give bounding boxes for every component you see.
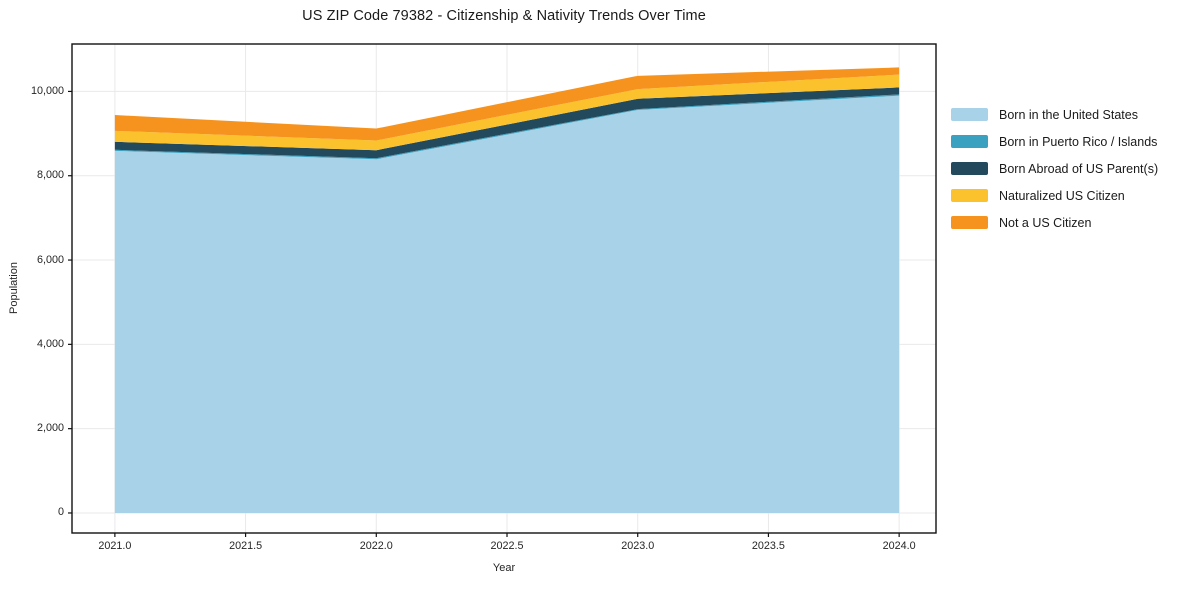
x-tick-label: 2022.0 (359, 540, 393, 552)
y-tick-label: 4,000 (36, 337, 64, 350)
legend-swatch (951, 189, 988, 202)
x-tick-label: 2021.0 (98, 540, 132, 552)
y-tick-label: 8,000 (36, 169, 64, 182)
area-born-in-puerto-rico-islands (114, 94, 900, 160)
legend-item: Not a US Citizen (951, 209, 1158, 236)
legend-swatch (951, 216, 988, 229)
x-tick-label: 2024.0 (882, 540, 916, 552)
legend-item: Born Abroad of US Parent(s) (951, 155, 1158, 182)
legend-swatch (951, 135, 988, 148)
y-tick-label: 6,000 (36, 253, 64, 266)
legend-label: Born in Puerto Rico / Islands (999, 134, 1158, 149)
y-tick-label: 10,000 (30, 84, 64, 97)
legend-item: Naturalized US Citizen (951, 182, 1158, 209)
area-not-a-us-citizen (114, 67, 900, 141)
y-axis-label: Population (8, 262, 20, 314)
area-naturalized-us-citizen (114, 74, 900, 151)
plot-frame (71, 43, 937, 534)
legend-label: Born in the United States (999, 107, 1138, 122)
area-born-abroad-of-us-parent-s (114, 87, 900, 159)
x-tick-label: 2023.0 (621, 540, 655, 552)
legend: Born in the United States Born in Puerto … (951, 101, 1158, 236)
y-tick-label: 0 (57, 506, 64, 519)
x-tick-label: 2023.5 (751, 540, 785, 552)
y-tick-label: 2,000 (36, 422, 64, 435)
x-axis-label: Year (492, 562, 516, 574)
legend-label: Born Abroad of US Parent(s) (999, 161, 1159, 176)
x-tick-label: 2022.5 (490, 540, 524, 552)
legend-label: Naturalized US Citizen (999, 188, 1125, 203)
x-tick-label: 2021.5 (229, 540, 263, 552)
legend-label: Not a US Citizen (999, 215, 1092, 230)
legend-swatch (951, 108, 988, 121)
area-born-in-the-united-states (114, 95, 900, 513)
legend-item: Born in the United States (951, 101, 1158, 128)
legend-swatch (951, 162, 988, 175)
chart-title: US ZIP Code 79382 - Citizenship & Nativi… (302, 8, 706, 24)
legend-item: Born in Puerto Rico / Islands (951, 128, 1158, 155)
